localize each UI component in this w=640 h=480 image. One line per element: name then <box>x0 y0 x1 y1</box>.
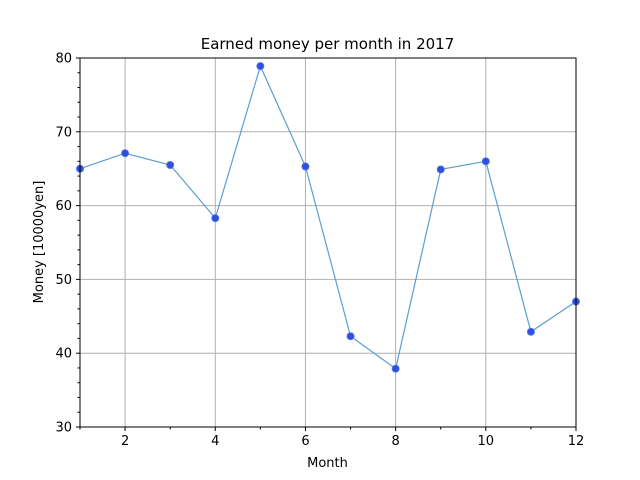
y-tick-label: 50 <box>55 273 72 288</box>
x-tick-label: 6 <box>301 434 309 449</box>
data-point <box>526 327 535 336</box>
data-point <box>346 332 355 341</box>
plot-frame <box>79 57 577 428</box>
x-axis-title: Month <box>307 456 348 471</box>
data-point <box>481 157 490 166</box>
x-tick-label: 2 <box>121 434 129 449</box>
data-point <box>436 165 445 174</box>
chart-title: Earned money per month in 2017 <box>201 35 455 53</box>
series-layer <box>76 62 581 373</box>
data-point <box>391 364 400 373</box>
y-axis-title: Money [10000yen] <box>32 181 47 304</box>
data-point <box>211 214 220 223</box>
x-tick-label: 8 <box>391 434 399 449</box>
data-point <box>256 62 265 71</box>
y-tick-label: 80 <box>55 52 72 67</box>
y-tick-label: 60 <box>55 199 72 214</box>
data-point <box>301 162 310 171</box>
y-tick-label: 30 <box>55 421 72 436</box>
axis-ticks: 2 4 6 8 10 12 30 40 50 60 70 80 <box>55 52 584 450</box>
x-tick-label: 10 <box>478 434 495 449</box>
x-tick-label: 12 <box>568 434 585 449</box>
x-tick-label: 4 <box>211 434 219 449</box>
y-tick-label: 40 <box>55 347 72 362</box>
y-tick-label: 70 <box>55 125 72 140</box>
data-point <box>166 161 175 170</box>
data-point <box>121 149 130 158</box>
series-line <box>79 64 577 370</box>
